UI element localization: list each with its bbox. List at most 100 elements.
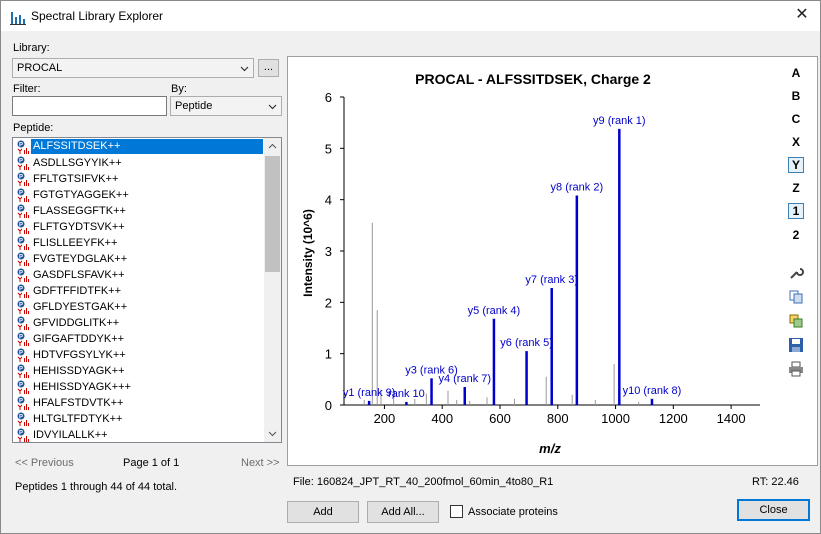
- peptide-name: GFLDYESTGAK++: [33, 301, 128, 313]
- associate-proteins-checkbox[interactable]: [450, 505, 463, 518]
- list-item[interactable]: P GFLDYESTGAK++: [15, 299, 263, 315]
- peptide-name: GASDFLSFAVK++: [33, 269, 125, 281]
- peptide-list-scrollbar[interactable]: [264, 138, 281, 442]
- peptide-icon: P: [17, 204, 29, 218]
- list-item[interactable]: P FLISLLEEYFK++: [15, 235, 263, 251]
- list-item[interactable]: P IDVYILALLK++: [15, 427, 263, 442]
- peak-label: y6 (rank 5): [500, 337, 553, 349]
- list-item[interactable]: P FLASSEGGFTK++: [15, 203, 263, 219]
- ion-toggle-x[interactable]: X: [791, 135, 800, 149]
- peptide-icon: P: [17, 236, 29, 250]
- peptide-count-status: Peptides 1 through 44 of 44 total.: [15, 481, 178, 493]
- peak-label: y7 (rank 3): [525, 274, 578, 286]
- close-window-icon[interactable]: ✕: [795, 6, 809, 23]
- peptide-icon: P: [17, 332, 29, 346]
- add-all-button[interactable]: Add All...: [367, 501, 439, 523]
- ion-toggle-a[interactable]: A: [791, 66, 801, 80]
- scroll-up-icon[interactable]: [268, 143, 277, 150]
- previous-page-link[interactable]: << Previous: [15, 457, 74, 469]
- spectrum-chart[interactable]: PROCAL - ALFSSITDSEK, Charge 2 m/z Inten…: [288, 57, 778, 465]
- peptide-name: FGTGTYAGGEK++: [33, 189, 129, 201]
- list-item[interactable]: P FVGTEYDGLAK++: [15, 251, 263, 267]
- library-select[interactable]: PROCAL: [12, 58, 254, 78]
- y-tick-label: 4: [325, 193, 332, 208]
- peptide-name: GDFTFFIDTFK++: [33, 285, 121, 297]
- ion-toggle-2[interactable]: 2: [792, 228, 800, 242]
- library-label: Library:: [13, 42, 50, 54]
- print-icon[interactable]: [788, 361, 804, 377]
- peptide-icon: P: [17, 284, 29, 298]
- list-item[interactable]: P FGTGTYAGGEK++: [15, 187, 263, 203]
- file-name: File: 160824_JPT_RT_40_200fmol_60min_4to…: [293, 476, 554, 488]
- list-item[interactable]: P GASDFLSFAVK++: [15, 267, 263, 283]
- peptide-icon: P: [17, 348, 29, 362]
- svg-text:P: P: [19, 191, 23, 197]
- scrollbar-thumb[interactable]: [265, 156, 280, 272]
- svg-text:P: P: [19, 223, 23, 229]
- svg-text:P: P: [19, 431, 23, 437]
- list-item[interactable]: P FLFTGYDTSVK++: [15, 219, 263, 235]
- peak-label: y1 (rank 9): [343, 387, 396, 399]
- by-label: By:: [171, 83, 187, 95]
- filter-label: Filter:: [13, 83, 41, 95]
- peptide-name: FVGTEYDGLAK++: [33, 253, 128, 265]
- peptide-name: ALFSSITDSEK++: [31, 139, 263, 154]
- peptide-name: HFALFSTDVTK++: [33, 397, 124, 409]
- list-item[interactable]: P HFALFSTDVTK++: [15, 395, 263, 411]
- close-button[interactable]: Close: [737, 499, 810, 521]
- chevron-down-icon: [268, 104, 277, 110]
- list-item[interactable]: P HEHISSDYAGK+++: [15, 379, 263, 395]
- y-tick-label: 1: [325, 347, 332, 362]
- list-item[interactable]: P GDFTFFIDTFK++: [15, 283, 263, 299]
- peptide-list[interactable]: P IDVYILALLK++ P HLTGLTFDTYK++ P HFALFSTDVTK+…: [12, 137, 282, 443]
- ion-toggle-c[interactable]: C: [791, 112, 801, 126]
- copy-data-icon[interactable]: [788, 313, 804, 329]
- list-item[interactable]: P ALFSSITDSEK++: [15, 139, 263, 155]
- x-tick-label: 800: [547, 411, 569, 426]
- list-item[interactable]: P ASDLLSGYYIK++: [15, 155, 263, 171]
- copy-icon[interactable]: [788, 289, 804, 305]
- list-item[interactable]: P HEHISSDYAGK++: [15, 363, 263, 379]
- svg-text:P: P: [19, 175, 23, 181]
- ion-toggle-z[interactable]: Z: [792, 181, 800, 195]
- svg-text:P: P: [19, 159, 23, 165]
- svg-text:P: P: [19, 207, 23, 213]
- library-value: PROCAL: [17, 62, 63, 74]
- svg-text:P: P: [19, 287, 23, 293]
- list-item[interactable]: P GFVIDDGLITK++: [15, 315, 263, 331]
- retention-time: RT: 22.46: [752, 476, 799, 488]
- peak-label: y8 (rank 2): [551, 182, 604, 194]
- svg-text:P: P: [19, 239, 23, 245]
- x-tick-label: 1200: [659, 411, 688, 426]
- ion-toggle-y[interactable]: Y: [788, 157, 804, 173]
- by-select[interactable]: Peptide: [170, 96, 282, 116]
- peptide-icon: P: [17, 188, 29, 202]
- peptide-name: HEHISSDYAGK+++: [33, 381, 131, 393]
- title-bar: Spectral Library Explorer ✕: [1, 1, 820, 31]
- list-item[interactable]: P HDTVFGSYLYK++: [15, 347, 263, 363]
- list-item[interactable]: P FFLTGTSIFVK++: [15, 171, 263, 187]
- filter-input[interactable]: [12, 96, 167, 116]
- peptide-name: FLFTGYDTSVK++: [33, 221, 125, 233]
- peptide-name: FLISLLEEYFK++: [33, 237, 118, 249]
- wrench-icon[interactable]: [788, 265, 804, 281]
- spectrum-chart-panel[interactable]: PROCAL - ALFSSITDSEK, Charge 2 m/z Inten…: [287, 56, 818, 466]
- next-page-link[interactable]: Next >>: [241, 457, 280, 469]
- scroll-down-icon[interactable]: [268, 430, 277, 437]
- peptide-name: ASDLLSGYYIK++: [33, 157, 122, 169]
- peptide-icon: P: [17, 412, 29, 426]
- save-icon[interactable]: [788, 337, 804, 353]
- ion-toggle-b[interactable]: B: [791, 89, 801, 103]
- y-tick-label: 2: [325, 295, 332, 310]
- page-indicator: Page 1 of 1: [123, 457, 180, 469]
- peak-label: y5 (rank 4): [468, 305, 521, 317]
- list-item[interactable]: P HLTGLTFDTYK++: [15, 411, 263, 427]
- peptide-icon: P: [17, 396, 29, 410]
- peptide-icon: P: [17, 140, 29, 154]
- add-button[interactable]: Add: [287, 501, 359, 523]
- library-browse-button[interactable]: ...: [258, 59, 279, 77]
- ion-toggle-1[interactable]: 1: [788, 203, 804, 219]
- svg-text:P: P: [19, 383, 23, 389]
- list-item[interactable]: P GIFGAFTDDYK++: [15, 331, 263, 347]
